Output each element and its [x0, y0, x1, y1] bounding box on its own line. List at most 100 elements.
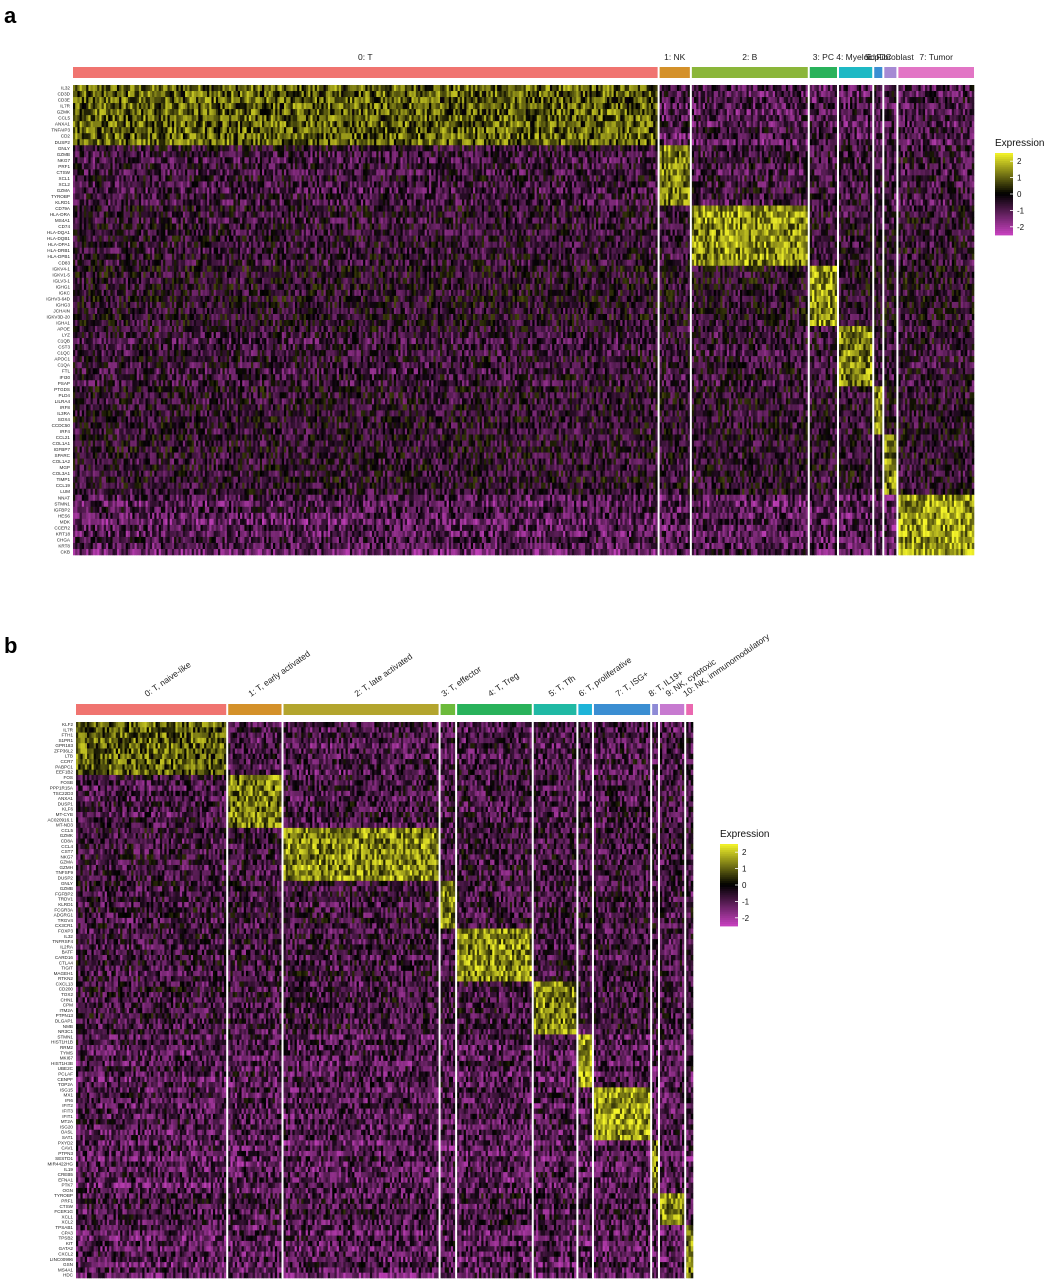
heatmap-cell	[214, 121, 216, 127]
heatmap-cell	[310, 97, 312, 103]
heatmap-cell	[589, 91, 591, 97]
heatmap-cell	[220, 133, 222, 139]
heatmap-cell	[288, 103, 290, 109]
heatmap-cell	[218, 97, 220, 103]
heatmap-cell	[462, 109, 464, 115]
heatmap-cell	[405, 133, 407, 139]
heatmap-cell	[550, 127, 552, 133]
heatmap-cell	[227, 127, 229, 133]
heatmap-cell	[495, 91, 497, 97]
heatmap-cell	[295, 97, 297, 103]
heatmap-cell	[365, 115, 367, 121]
heatmap-cell	[576, 133, 578, 139]
heatmap-cell	[420, 121, 422, 127]
heatmap-cell	[416, 121, 418, 127]
heatmap-cell	[508, 109, 510, 115]
heatmap-cell	[620, 109, 622, 115]
heatmap-cell	[539, 91, 541, 97]
heatmap-cell	[161, 139, 163, 145]
heatmap-cell	[165, 109, 167, 115]
heatmap-cell	[88, 145, 90, 151]
heatmap-cell	[387, 85, 389, 91]
heatmap-cell	[625, 115, 627, 121]
heatmap-cell	[618, 97, 620, 103]
heatmap-cell	[124, 85, 126, 91]
heatmap-cell	[552, 139, 554, 145]
heatmap-cell	[159, 115, 161, 121]
heatmap-cell	[394, 133, 396, 139]
heatmap-cell	[288, 133, 290, 139]
heatmap-cell	[346, 133, 348, 139]
heatmap-cell	[449, 109, 451, 115]
heatmap-cell	[372, 133, 374, 139]
heatmap-cell	[91, 139, 93, 145]
heatmap-cell	[422, 115, 424, 121]
heatmap-cell	[299, 85, 301, 91]
heatmap-cell	[225, 91, 227, 97]
heatmap-cell	[444, 91, 446, 97]
heatmap-cell	[618, 85, 620, 91]
heatmap-cell	[86, 145, 88, 151]
heatmap-cell	[284, 127, 286, 133]
heatmap-cell	[280, 109, 282, 115]
heatmap-cell	[225, 139, 227, 145]
heatmap-cell	[341, 139, 343, 145]
heatmap-cell	[521, 139, 523, 145]
heatmap-cell	[574, 103, 576, 109]
heatmap-cell	[532, 97, 534, 103]
heatmap-cell	[535, 91, 537, 97]
heatmap-cell	[170, 127, 172, 133]
heatmap-cell	[521, 133, 523, 139]
heatmap-cell	[291, 127, 293, 133]
heatmap-cell	[559, 127, 561, 133]
heatmap-cell	[491, 133, 493, 139]
heatmap-cell	[600, 97, 602, 103]
heatmap-cell	[422, 97, 424, 103]
heatmap-cell	[528, 115, 530, 121]
heatmap-cell	[110, 121, 112, 127]
heatmap-cell	[282, 91, 284, 97]
heatmap-cell	[515, 91, 517, 97]
heatmap-cell	[651, 103, 653, 109]
heatmap-cell	[618, 109, 620, 115]
heatmap-cell	[306, 133, 308, 139]
heatmap-cell	[295, 103, 297, 109]
heatmap-cell	[332, 91, 334, 97]
heatmap-cell	[403, 127, 405, 133]
heatmap-cell	[266, 97, 268, 103]
heatmap-cell	[253, 127, 255, 133]
heatmap-cell	[266, 133, 268, 139]
heatmap-cell	[425, 127, 427, 133]
heatmap-cell	[603, 115, 605, 121]
heatmap-cell	[554, 91, 556, 97]
heatmap-cell	[484, 103, 486, 109]
heatmap-cell	[416, 115, 418, 121]
heatmap-cell	[458, 139, 460, 145]
heatmap-cell	[97, 97, 99, 103]
heatmap-cell	[488, 91, 490, 97]
heatmap-cell	[343, 85, 345, 91]
heatmap-cell	[282, 133, 284, 139]
heatmap-cell	[561, 127, 563, 133]
heatmap-cell	[469, 85, 471, 91]
heatmap-cell	[148, 145, 150, 151]
heatmap-cell	[282, 121, 284, 127]
heatmap-cell	[121, 115, 123, 121]
heatmap-cell	[207, 121, 209, 127]
heatmap-cell	[484, 115, 486, 121]
heatmap-cell	[598, 97, 600, 103]
heatmap-cell	[341, 133, 343, 139]
heatmap-cell	[258, 127, 260, 133]
heatmap-cell	[411, 97, 413, 103]
heatmap-cell	[247, 97, 249, 103]
heatmap-cell	[326, 133, 328, 139]
heatmap-cell	[473, 121, 475, 127]
heatmap-cell	[526, 91, 528, 97]
heatmap-cell	[225, 97, 227, 103]
heatmap-cell	[407, 109, 409, 115]
heatmap-cell	[460, 85, 462, 91]
heatmap-cell	[559, 115, 561, 121]
heatmap-cell	[291, 91, 293, 97]
heatmap-cell	[141, 145, 143, 151]
heatmap-cell	[480, 103, 482, 109]
